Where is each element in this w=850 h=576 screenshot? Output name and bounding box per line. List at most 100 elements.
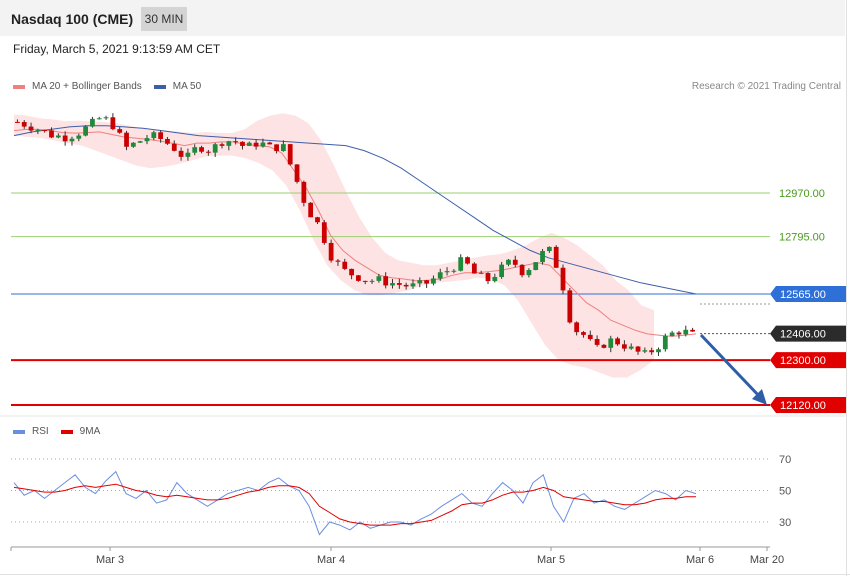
rsi-ma-swatch bbox=[60, 429, 73, 434]
level-tag-5 bbox=[770, 397, 847, 413]
rsi-level-label-50: 50 bbox=[779, 486, 791, 498]
rsi-ma-line bbox=[13, 483, 696, 526]
candle-body bbox=[458, 257, 464, 271]
candle-body bbox=[506, 259, 511, 265]
candle-body bbox=[376, 276, 382, 281]
candle-body bbox=[240, 141, 245, 146]
ma50-line bbox=[13, 125, 697, 295]
time-axis-label: Mar 20 bbox=[750, 554, 784, 566]
candle-body bbox=[519, 264, 525, 276]
candle-body bbox=[451, 270, 457, 272]
candle-body bbox=[635, 346, 641, 352]
candle-body bbox=[417, 280, 423, 284]
candle-body bbox=[205, 151, 211, 153]
candle-body bbox=[656, 349, 661, 353]
bottom-border bbox=[0, 574, 850, 575]
candle-body bbox=[315, 217, 320, 223]
candle-body bbox=[158, 132, 164, 139]
time-axis-label: Mar 6 bbox=[686, 554, 714, 566]
candle-body bbox=[649, 350, 655, 353]
candle-body bbox=[281, 144, 286, 152]
candle-body bbox=[342, 261, 348, 269]
rsi-level-label-30: 30 bbox=[779, 517, 791, 529]
candle-body bbox=[137, 141, 143, 143]
level-label-1: 12795.00 bbox=[779, 232, 825, 244]
candle-body bbox=[403, 284, 409, 287]
candle-body bbox=[676, 332, 682, 335]
candle-body bbox=[35, 130, 41, 132]
candle-body bbox=[396, 283, 402, 285]
candle-body bbox=[83, 126, 88, 136]
candle-body bbox=[628, 346, 634, 349]
candle-body bbox=[465, 257, 470, 264]
right-border bbox=[846, 0, 847, 576]
rsi-legend: RSI 9MA bbox=[13, 426, 100, 437]
candle-body bbox=[212, 144, 218, 153]
candle-body bbox=[21, 122, 27, 127]
time-axis-label: Mar 4 bbox=[317, 554, 345, 566]
candle-body bbox=[512, 259, 518, 265]
candle-body bbox=[130, 142, 136, 147]
candle-body bbox=[601, 344, 607, 348]
candle-body bbox=[431, 278, 436, 284]
candle-body bbox=[369, 280, 375, 282]
candle-body bbox=[274, 144, 279, 152]
level-label-0: 12970.00 bbox=[779, 188, 825, 200]
candle-body bbox=[287, 144, 293, 165]
copyright-text: Research © 2021 Trading Central bbox=[691, 81, 841, 92]
rsi-swatch bbox=[13, 429, 25, 434]
candle-body bbox=[615, 338, 620, 345]
candle-body bbox=[669, 332, 675, 337]
candle-body bbox=[308, 202, 314, 218]
candle-body bbox=[199, 147, 204, 152]
candle-body bbox=[49, 130, 54, 138]
candle-body bbox=[540, 251, 545, 263]
candle-body bbox=[294, 164, 300, 182]
candle-body bbox=[117, 129, 123, 133]
candle-body bbox=[110, 117, 116, 130]
candle-body bbox=[335, 260, 341, 262]
level-tag-2 bbox=[770, 286, 847, 303]
ma20-swatch bbox=[13, 84, 25, 89]
candle-body bbox=[546, 246, 552, 252]
candle-body bbox=[683, 329, 689, 335]
candle-body bbox=[478, 273, 484, 275]
candle-body bbox=[144, 138, 150, 142]
candle-body bbox=[55, 135, 61, 138]
candle-body bbox=[151, 132, 157, 139]
candle-body bbox=[444, 271, 450, 273]
candle-body bbox=[328, 242, 334, 261]
candle-body bbox=[124, 132, 129, 147]
candle-body bbox=[560, 267, 566, 291]
level-label-5: 12120.00 bbox=[780, 400, 826, 412]
candle-body bbox=[567, 290, 573, 323]
candle-body bbox=[171, 143, 177, 151]
candle-body bbox=[185, 152, 191, 157]
ma50-legend-label: MA 50 bbox=[172, 81, 202, 92]
instrument-title: Nasdaq 100 (CME) bbox=[11, 11, 134, 27]
candle-body bbox=[62, 135, 68, 142]
candle-body bbox=[383, 276, 389, 286]
candle-body bbox=[690, 329, 695, 332]
projection-arrow-shaft bbox=[699, 333, 762, 399]
ma20-legend-label: MA 20 + Bollinger Bands bbox=[32, 81, 142, 92]
candle-body bbox=[642, 350, 648, 352]
candle-body bbox=[471, 263, 477, 274]
ma50-swatch bbox=[153, 84, 166, 89]
candle-body bbox=[219, 144, 225, 146]
candle-body bbox=[96, 118, 102, 120]
timeframe-button[interactable]: 30 MIN bbox=[141, 7, 187, 31]
price-legend: MA 20 + Bollinger Bands MA 50 bbox=[13, 81, 201, 92]
candle-body bbox=[553, 246, 559, 268]
time-axis-label: Mar 3 bbox=[96, 554, 124, 566]
candle-body bbox=[390, 283, 395, 286]
header-bar bbox=[0, 0, 845, 36]
candle-body bbox=[15, 121, 20, 123]
candle-body bbox=[321, 222, 327, 243]
candle-body bbox=[526, 270, 532, 276]
timestamp: Friday, March 5, 2021 9:13:59 AM CET bbox=[13, 42, 221, 56]
candle-body bbox=[28, 126, 34, 131]
candle-body bbox=[574, 322, 580, 333]
candle-body bbox=[356, 275, 361, 281]
